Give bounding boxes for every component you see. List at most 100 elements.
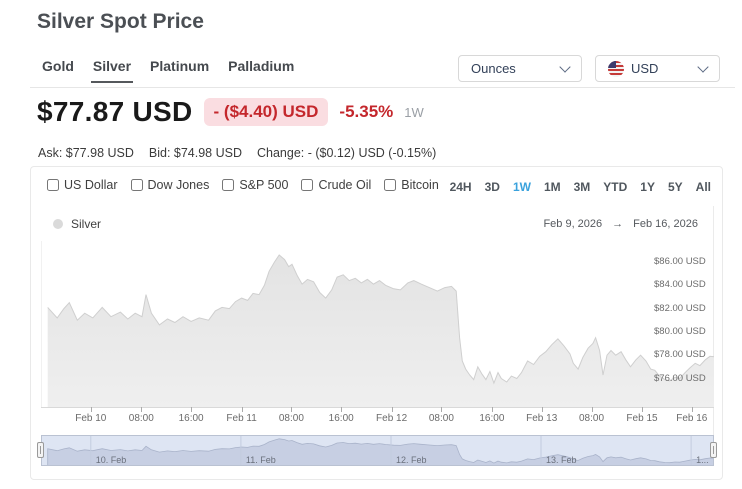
tabs-divider <box>30 87 735 88</box>
us-flag-icon <box>608 60 624 77</box>
chevron-down-icon <box>697 61 709 73</box>
current-price: $77.87 USD <box>37 96 193 127</box>
x-axis-tick <box>642 407 643 412</box>
plot-left-border <box>41 241 42 407</box>
x-axis-tick <box>591 407 593 412</box>
change-detail: Change: - ($0.12) USD (-0.15%) <box>257 146 437 160</box>
navigator-date-label: 1... <box>696 455 709 465</box>
x-axis-tick <box>191 407 193 412</box>
y-axis-label: $84.00 USD <box>654 279 706 291</box>
unit-select[interactable]: Ounces <box>458 55 582 82</box>
range-1y[interactable]: 1Y <box>640 180 655 194</box>
range-5y[interactable]: 5Y <box>667 180 683 194</box>
compare-checkboxes: US Dollar Dow Jones S&P 500 Crude Oil Bitcoi… <box>47 178 439 192</box>
compare-label: Dow Jones <box>147 178 210 192</box>
date-from[interactable]: Feb 9, 2026 <box>543 218 603 230</box>
x-axis-label: Feb 15 <box>626 413 658 424</box>
currency-select-value: USD <box>631 61 659 76</box>
metal-tabs: Gold Silver Platinum Palladium <box>40 56 296 83</box>
compare-bitcoin[interactable]: Bitcoin <box>384 178 439 192</box>
checkbox-dow-jones[interactable] <box>130 179 143 191</box>
x-axis-label: 16:00 <box>178 413 204 424</box>
range-all[interactable]: All <box>695 180 711 194</box>
x-axis-label: 08:00 <box>128 413 154 424</box>
navigator-date-label: 13. Feb <box>546 455 577 465</box>
compare-label: Crude Oil <box>318 178 372 192</box>
y-axis-label: $82.00 USD <box>654 302 706 314</box>
x-axis-tick <box>391 407 393 412</box>
navigator-gridlines <box>90 435 692 466</box>
x-axis-tick <box>141 407 143 412</box>
navigator-date-label: 10. Feb <box>95 455 127 465</box>
navigator-series <box>47 438 714 466</box>
range-1w[interactable]: 1W <box>512 180 531 194</box>
x-axis-label: Feb 10 <box>75 413 107 424</box>
range-1m[interactable]: 1M <box>543 180 561 194</box>
tab-gold[interactable]: Gold <box>42 58 74 74</box>
compare-us-dollar[interactable]: US Dollar <box>47 178 118 192</box>
y-axis-label: $86.00 USD <box>654 256 706 267</box>
x-axis-tick <box>241 407 243 412</box>
compare-s-p-500[interactable]: S&P 500 <box>222 178 288 192</box>
checkbox-us-dollar[interactable] <box>47 179 59 191</box>
compare-label: Bitcoin <box>401 178 439 192</box>
unit-select-value: Ounces <box>471 61 516 76</box>
x-axis-label: Feb 16 <box>676 413 708 424</box>
legend-label: Silver <box>71 217 102 231</box>
compare-label: S&P 500 <box>239 178 289 192</box>
chart-date-range: Feb 9, 2026 → Feb 16, 2026 <box>543 218 698 230</box>
price-change-percent: -5.35% <box>339 102 394 121</box>
x-axis-label: 08:00 <box>428 413 454 424</box>
currency-select[interactable]: USD <box>595 55 720 82</box>
chart-navigator[interactable] <box>41 435 714 466</box>
silver-area-chart[interactable] <box>41 241 714 407</box>
arrow-right-icon: → <box>612 218 624 230</box>
tab-palladium[interactable]: Palladium <box>228 58 295 74</box>
silver-series-dot-icon <box>53 219 63 229</box>
navigator-left-handle[interactable] <box>37 442 44 458</box>
y-axis-label: $80.00 USD <box>654 325 706 337</box>
range-24h[interactable]: 24H <box>449 180 472 194</box>
tab-silver[interactable]: Silver <box>90 56 134 83</box>
x-axis-line <box>41 407 714 408</box>
x-axis-tick <box>291 407 293 412</box>
plot-right-border <box>713 206 714 466</box>
x-axis-tick <box>441 407 443 412</box>
y-axis-label: $78.00 USD <box>654 349 706 361</box>
chart-legend[interactable]: Silver <box>53 217 101 231</box>
area-series-line <box>47 254 714 385</box>
x-axis-tick <box>691 407 693 412</box>
range-ytd[interactable]: YTD <box>603 180 628 194</box>
chart-card: US Dollar Dow Jones S&P 500 Crude Oil Bitcoi… <box>30 166 723 480</box>
page-title: Silver Spot Price <box>37 10 204 33</box>
navigator-right-handle[interactable] <box>710 442 717 458</box>
x-axis-label: Feb 13 <box>526 413 558 424</box>
bid-price: Bid: $74.98 USD <box>148 146 242 160</box>
price-change-badge: - ($4.40) USD <box>203 98 329 126</box>
tab-platinum[interactable]: Platinum <box>150 58 210 74</box>
checkbox-bitcoin[interactable] <box>384 179 397 191</box>
compare-dow-jones[interactable]: Dow Jones <box>130 178 210 192</box>
x-axis-tick <box>90 407 92 412</box>
chevron-down-icon <box>559 61 571 73</box>
x-axis-label: 08:00 <box>278 413 304 424</box>
price-row: $77.87 USD - ($4.40) USD -5.35% 1W <box>37 96 424 128</box>
area-series-fill <box>47 255 714 407</box>
x-axis-tick <box>341 407 343 412</box>
range-3d[interactable]: 3D <box>484 180 500 194</box>
checkbox-crude-oil[interactable] <box>301 179 314 191</box>
ask-price: Ask: $77.98 USD <box>38 146 134 160</box>
checkbox-s-p-500[interactable] <box>222 179 235 191</box>
date-to[interactable]: Feb 16, 2026 <box>633 218 698 230</box>
x-axis-label: 08:00 <box>578 413 605 424</box>
quote-row: Ask: $77.98 USD Bid: $74.98 USD Change: … <box>38 146 436 160</box>
y-axis-label: $76.00 USD <box>654 372 706 384</box>
compare-label: US Dollar <box>64 178 118 192</box>
x-axis-tick <box>541 407 543 412</box>
range-3m[interactable]: 3M <box>573 180 591 194</box>
compare-crude-oil[interactable]: Crude Oil <box>301 178 371 192</box>
x-axis-label: Feb 12 <box>376 413 408 424</box>
x-axis-tick <box>491 407 493 412</box>
x-axis-label: 16:00 <box>328 413 354 424</box>
